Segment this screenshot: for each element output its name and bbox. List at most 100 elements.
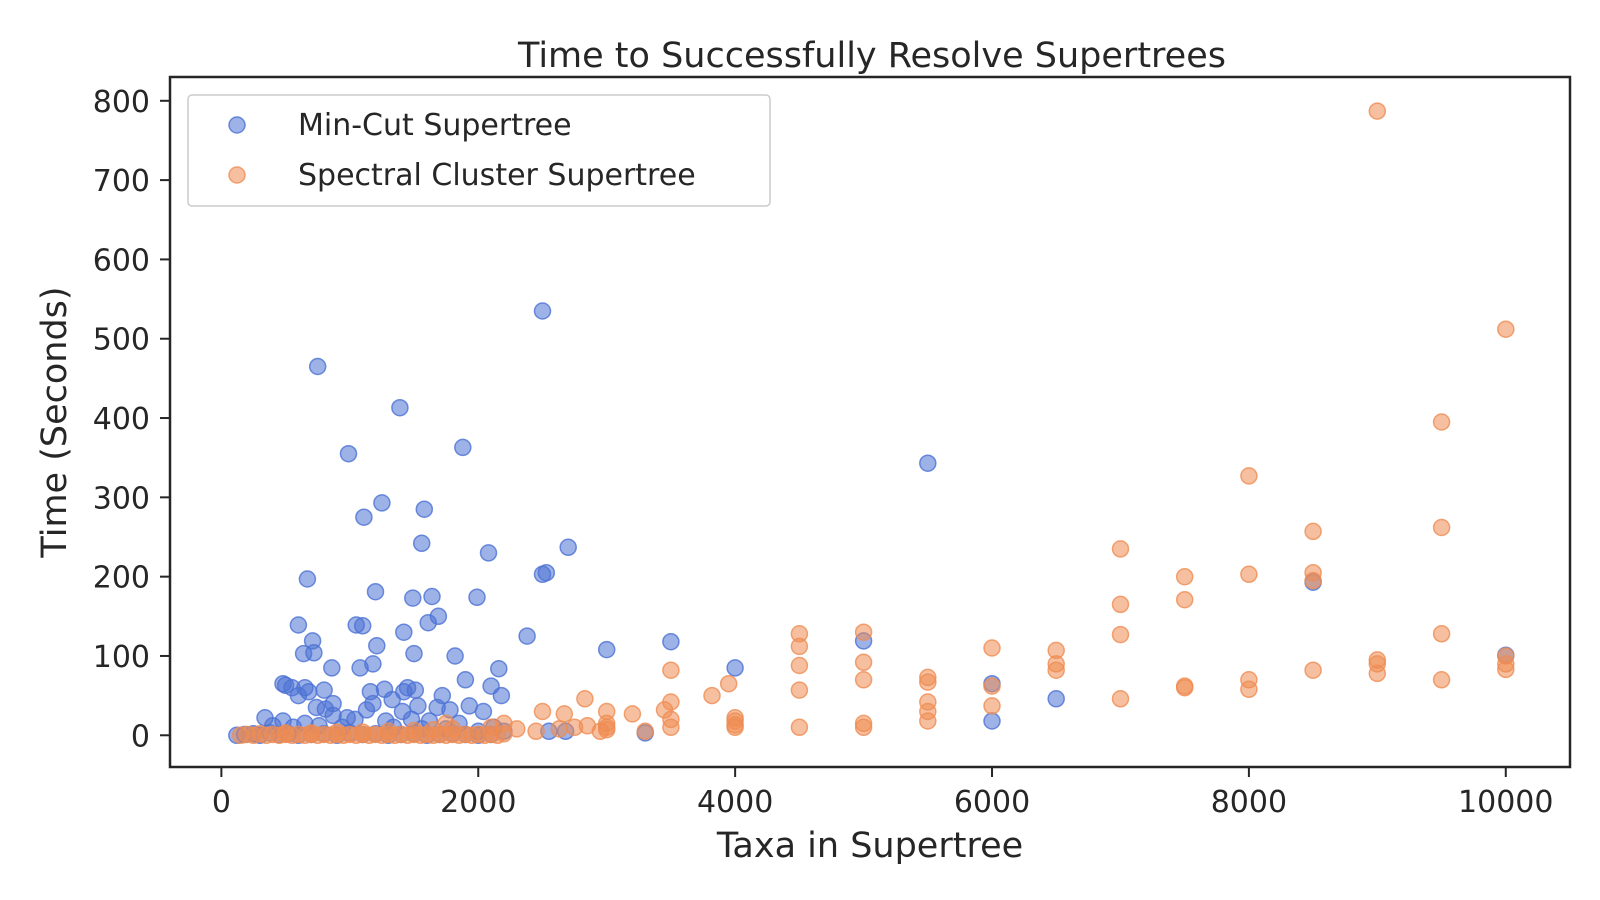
series-0-point-37 bbox=[983, 712, 1001, 730]
series-0-point-10 bbox=[559, 538, 577, 557]
series-0-point-31 bbox=[597, 640, 616, 659]
y-tick-label-2: 200 bbox=[93, 561, 150, 596]
series-1-point-41 bbox=[719, 674, 738, 693]
series-1-point-1 bbox=[1497, 320, 1515, 338]
y-tick-label-3: 300 bbox=[93, 481, 150, 516]
series-0-point-27 bbox=[305, 644, 323, 662]
x-tick-label-1: 2000 bbox=[440, 785, 516, 820]
series-0-point-69 bbox=[357, 701, 376, 719]
series-0-point-32 bbox=[662, 632, 680, 651]
series-0-point-5 bbox=[373, 494, 391, 512]
series-1-point-16 bbox=[1432, 625, 1451, 643]
x-tick-label-3: 6000 bbox=[954, 785, 1030, 820]
series-1-point-9 bbox=[1175, 567, 1194, 586]
series-1-point-55 bbox=[983, 697, 1001, 715]
x-tick-label-4: 8000 bbox=[1211, 785, 1287, 820]
series-0-point-24 bbox=[395, 623, 413, 641]
series-1-point-34 bbox=[919, 673, 937, 691]
series-0-point-59 bbox=[490, 659, 508, 678]
series-0-point-3 bbox=[339, 444, 358, 463]
series-1-point-28 bbox=[1047, 661, 1065, 679]
series-0-point-1 bbox=[533, 302, 552, 320]
legend-box bbox=[187, 94, 771, 207]
series-0-point-63 bbox=[474, 702, 493, 721]
series-0-point-7 bbox=[415, 500, 434, 518]
y-tick-label-1: 100 bbox=[93, 640, 150, 675]
series-0-point-14 bbox=[366, 582, 385, 601]
series-1-point-126 bbox=[495, 724, 513, 743]
series-0-point-2 bbox=[391, 398, 409, 417]
y-tick-label-5: 500 bbox=[93, 323, 150, 358]
series-1-point-12 bbox=[1111, 595, 1130, 614]
series-1-point-54 bbox=[919, 712, 937, 730]
y-axis-title: Time (Seconds) bbox=[35, 286, 75, 558]
series-0-point-56 bbox=[406, 681, 425, 699]
series-1-point-31 bbox=[1368, 664, 1387, 683]
legend-label-1: Spectral Cluster Supertree bbox=[298, 158, 696, 193]
chart-title: Time to Successfully Resolve Supertrees bbox=[517, 36, 1226, 76]
series-0-point-50 bbox=[364, 655, 382, 673]
series-0-point-73 bbox=[307, 698, 326, 717]
series-0-point-13 bbox=[537, 563, 556, 582]
series-0-point-60 bbox=[492, 686, 511, 705]
series-0-point-20 bbox=[289, 616, 308, 634]
plot-frame bbox=[168, 75, 1572, 769]
series-0-point-33 bbox=[726, 659, 744, 677]
series-0-point-48 bbox=[323, 659, 341, 677]
series-1-point-15 bbox=[1111, 625, 1130, 644]
series-1-point-24 bbox=[662, 661, 680, 679]
series-1-point-71 bbox=[565, 718, 584, 737]
points-layer bbox=[228, 102, 1515, 745]
series-1-point-49 bbox=[623, 705, 642, 723]
series-1-point-72 bbox=[550, 720, 568, 738]
series-1-point-44 bbox=[703, 686, 721, 705]
legend-marker-0 bbox=[228, 116, 246, 134]
series-1-point-37 bbox=[1175, 678, 1194, 697]
y-tick-label-4: 400 bbox=[93, 402, 150, 437]
series-1-point-6 bbox=[1111, 540, 1130, 558]
x-tick-label-0: 0 bbox=[212, 785, 231, 820]
series-0-point-35 bbox=[919, 454, 937, 472]
series-1-point-18 bbox=[983, 639, 1001, 657]
series-1-point-43 bbox=[576, 690, 594, 708]
legend-label-0: Min-Cut Supertree bbox=[298, 108, 572, 143]
series-0-point-19 bbox=[419, 613, 437, 632]
series-0-point-22 bbox=[353, 617, 372, 635]
series-1-point-62 bbox=[790, 718, 809, 737]
series-0-point-30 bbox=[518, 627, 536, 645]
series-0-point-29 bbox=[446, 647, 464, 665]
series-0-point-16 bbox=[423, 587, 441, 606]
series-1-point-32 bbox=[854, 671, 873, 689]
series-1-point-39 bbox=[1240, 680, 1258, 699]
series-1-point-11 bbox=[1175, 590, 1194, 609]
series-1-point-0 bbox=[1368, 102, 1387, 120]
y-tick-label-7: 700 bbox=[93, 164, 150, 199]
series-1-point-2 bbox=[1432, 413, 1451, 431]
y-tick-label-8: 800 bbox=[93, 85, 150, 120]
series-1-point-35 bbox=[983, 677, 1001, 695]
x-tick-label-5: 10000 bbox=[1458, 785, 1553, 820]
series-1-point-23 bbox=[1497, 660, 1515, 679]
legend: Min-Cut Supertree Spectral Cluster Supert… bbox=[187, 94, 771, 207]
series-1-point-5 bbox=[1304, 522, 1322, 541]
series-0-point-74 bbox=[324, 706, 342, 725]
series-0-point-9 bbox=[412, 534, 431, 553]
series-1-point-4 bbox=[1432, 518, 1451, 537]
series-0-point-46 bbox=[299, 682, 318, 701]
series-1-point-40 bbox=[1432, 671, 1451, 689]
series-1-point-3 bbox=[1240, 467, 1258, 485]
series-0-point-25 bbox=[368, 636, 386, 655]
series-1-point-45 bbox=[1111, 690, 1130, 708]
series-1-point-26 bbox=[854, 653, 873, 672]
series-0-point-28 bbox=[405, 644, 423, 663]
series-0-point-57 bbox=[456, 671, 475, 689]
series-0-point-0 bbox=[308, 357, 327, 376]
series-1-point-17 bbox=[790, 637, 809, 656]
series-0-point-4 bbox=[454, 438, 472, 457]
series-1-point-73 bbox=[527, 722, 545, 741]
series-1-point-8 bbox=[1240, 565, 1258, 584]
series-0-point-17 bbox=[468, 588, 486, 607]
series-0-point-15 bbox=[404, 589, 422, 607]
series-1-point-10 bbox=[1304, 571, 1322, 590]
